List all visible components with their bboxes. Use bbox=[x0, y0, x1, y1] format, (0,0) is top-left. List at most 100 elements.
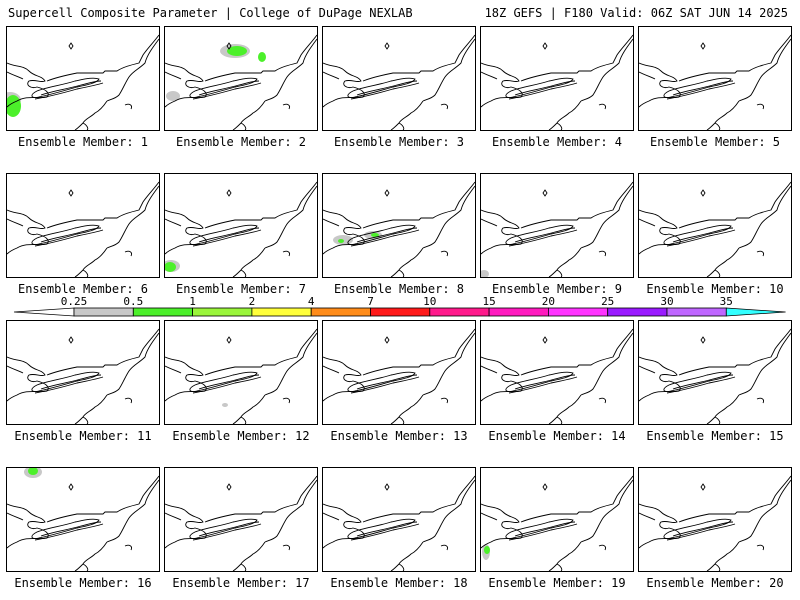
map-outline bbox=[678, 475, 791, 523]
legend-tick-label: 1 bbox=[189, 295, 196, 308]
ensemble-member-label: Ensemble Member: 8 bbox=[333, 282, 465, 296]
ensemble-member-label: Ensemble Member: 11 bbox=[14, 429, 152, 443]
map-outline bbox=[714, 416, 721, 424]
map-outline bbox=[323, 71, 340, 80]
ensemble-member-label: Ensemble Member: 14 bbox=[488, 429, 626, 443]
map-canvas bbox=[165, 328, 317, 424]
map-outline bbox=[672, 227, 734, 243]
map-outline bbox=[264, 38, 317, 102]
map-outline bbox=[204, 328, 317, 376]
legend-tick-label: 30 bbox=[660, 295, 674, 308]
scp-shading bbox=[227, 46, 247, 56]
map-outline bbox=[40, 80, 102, 96]
map-outline bbox=[198, 227, 260, 243]
map-outline bbox=[663, 224, 732, 245]
ensemble-member-map bbox=[480, 320, 634, 425]
map-outline bbox=[508, 82, 578, 100]
scp-shading bbox=[338, 239, 344, 243]
legend-tick-label: 10 bbox=[423, 295, 437, 308]
map-outline bbox=[706, 100, 740, 130]
map-outline bbox=[440, 250, 448, 257]
color-scale-legend: 0.25 0.5 1 2 4 7 10 15 20 25 30 35 bbox=[0, 296, 800, 322]
map-outline bbox=[189, 77, 258, 98]
map-outline bbox=[390, 541, 424, 571]
scp-shading bbox=[222, 403, 228, 407]
map-outline bbox=[481, 356, 523, 402]
ensemble-member-map bbox=[6, 467, 160, 572]
legend-low-arrow bbox=[13, 307, 75, 317]
map-outline bbox=[666, 523, 736, 541]
map-outline bbox=[7, 62, 49, 108]
scp-shading bbox=[28, 468, 38, 475]
map-outline bbox=[192, 82, 262, 100]
diamond-marker-icon bbox=[542, 483, 548, 491]
map-outline bbox=[738, 38, 791, 102]
map-outline bbox=[240, 122, 247, 130]
map-outline bbox=[350, 82, 420, 100]
ensemble-member-label: Ensemble Member: 5 bbox=[649, 135, 781, 149]
map-outline bbox=[46, 34, 159, 82]
map-outline bbox=[7, 503, 49, 549]
ensemble-member-map bbox=[164, 467, 318, 572]
map-outline bbox=[598, 250, 606, 257]
map-outline bbox=[738, 185, 791, 249]
map-outline bbox=[422, 185, 475, 249]
legend-tick-label: 4 bbox=[307, 295, 315, 308]
valid-time-label: 18Z GEFS | F180 Valid: 06Z SAT JUN 14 20… bbox=[484, 6, 788, 20]
map-canvas bbox=[165, 34, 317, 130]
diamond-marker-icon bbox=[384, 189, 390, 197]
map-outline bbox=[481, 209, 523, 255]
map-outline bbox=[46, 328, 159, 376]
map-outline bbox=[189, 224, 258, 245]
map-outline bbox=[520, 475, 633, 523]
legend-color-segment bbox=[310, 307, 371, 317]
diamond-marker-icon bbox=[226, 336, 232, 344]
ensemble-member-label: Ensemble Member: 1 bbox=[17, 135, 149, 149]
map-outline bbox=[106, 185, 159, 249]
map-outline bbox=[232, 100, 266, 130]
map-canvas bbox=[639, 181, 791, 277]
ensemble-member-label: Ensemble Member: 15 bbox=[646, 429, 784, 443]
map-outline bbox=[598, 544, 606, 551]
map-outline bbox=[672, 80, 734, 96]
map-outline bbox=[706, 247, 740, 277]
map-outline bbox=[390, 247, 424, 277]
map-outline bbox=[505, 77, 574, 98]
map-outline bbox=[165, 71, 182, 80]
map-outline bbox=[232, 394, 266, 424]
scp-shading bbox=[166, 91, 180, 101]
map-outline bbox=[31, 371, 100, 392]
map-outline bbox=[7, 209, 49, 255]
map-outline bbox=[481, 503, 523, 549]
ensemble-member-map bbox=[322, 467, 476, 572]
map-outline bbox=[198, 521, 260, 537]
map-outline bbox=[165, 503, 207, 549]
legend-tick-label: 15 bbox=[482, 295, 496, 308]
ensemble-member-map bbox=[6, 26, 160, 131]
map-outline bbox=[514, 227, 576, 243]
ensemble-member-label: Ensemble Member: 20 bbox=[646, 576, 784, 590]
map-outline bbox=[714, 269, 721, 277]
map-outline bbox=[639, 365, 656, 374]
map-outline bbox=[34, 376, 104, 394]
map-outline bbox=[7, 512, 24, 521]
map-outline bbox=[398, 416, 405, 424]
scp-shading bbox=[258, 52, 266, 62]
map-outline bbox=[204, 181, 317, 229]
ensemble-member-map bbox=[638, 26, 792, 131]
map-outline bbox=[666, 376, 736, 394]
map-outline bbox=[282, 103, 290, 110]
map-outline bbox=[356, 521, 418, 537]
legend-color-segment bbox=[132, 307, 194, 317]
map-outline bbox=[398, 269, 405, 277]
diamond-marker-icon bbox=[542, 336, 548, 344]
map-outline bbox=[165, 62, 207, 108]
map-outline bbox=[672, 521, 734, 537]
legend-tick-label: 0.5 bbox=[123, 295, 144, 308]
map-outline bbox=[714, 563, 721, 571]
map-outline bbox=[548, 541, 582, 571]
diamond-marker-icon bbox=[226, 189, 232, 197]
map-outline bbox=[192, 376, 262, 394]
map-outline bbox=[323, 503, 365, 549]
map-outline bbox=[440, 544, 448, 551]
